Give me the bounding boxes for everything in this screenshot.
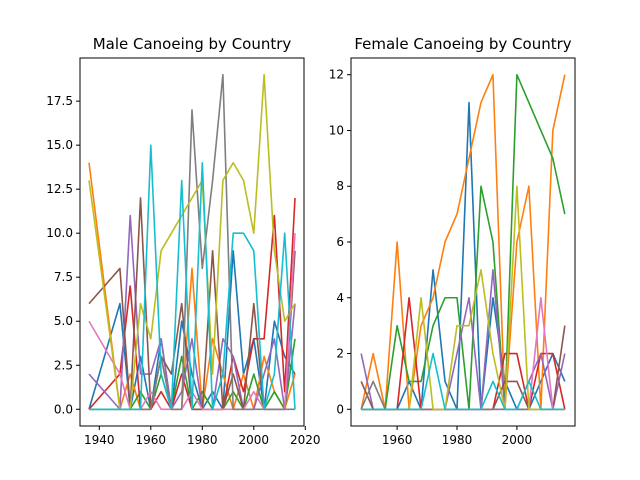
female-series-line-9: [361, 352, 565, 411]
male-y-ticks: 0.0 2.5 5.0 7.5 10.0 12.5 15.0 17.5: [46, 94, 80, 416]
male-y-tick-label: 2.5: [54, 358, 73, 372]
female-y-tick-label: 12: [329, 68, 344, 82]
female-y-tick-label: 6: [336, 235, 344, 249]
female-series-layer: [360, 73, 566, 411]
male-y-tick-label: 17.5: [46, 94, 73, 108]
female-x-tick-label: 1980: [442, 433, 473, 447]
female-x-tick-label: 2000: [502, 433, 533, 447]
male-plot-frame: [79, 57, 305, 427]
female-y-ticks: 0 2 4 6 8 10 12: [329, 68, 351, 416]
male-y-tick-label: 10.0: [46, 226, 73, 240]
female-plot-frame: [350, 57, 576, 427]
male-x-tick-label: 2000: [239, 433, 270, 447]
male-series-line-9: [89, 144, 296, 411]
male-canoeing-chart: Male Canoeing by Country 1940 1960 1980 200…: [46, 35, 320, 447]
female-canoeing-chart: Female Canoeing by Country 1960 1980 2000 …: [329, 35, 576, 447]
female-series-line-1: [360, 73, 566, 411]
male-y-tick-label: 0.0: [54, 402, 73, 416]
female-y-tick-label: 4: [336, 291, 344, 305]
female-y-tick-label: 2: [336, 347, 344, 361]
female-x-tick-label: 1960: [382, 433, 413, 447]
male-x-tick-label: 1980: [187, 433, 218, 447]
male-x-tick-label: 2020: [290, 433, 321, 447]
female-y-tick-label: 10: [329, 123, 344, 137]
male-y-tick-label: 5.0: [54, 314, 73, 328]
male-x-tick-label: 1940: [84, 433, 115, 447]
female-x-ticks: 1960 1980 2000: [382, 426, 532, 447]
female-y-tick-label: 8: [336, 179, 344, 193]
female-y-tick-label: 0: [336, 402, 344, 416]
female-chart-title: Female Canoeing by Country: [354, 35, 571, 53]
male-y-tick-label: 15.0: [46, 138, 73, 152]
female-series-line-2: [361, 73, 566, 411]
male-y-tick-label: 7.5: [54, 270, 73, 284]
male-y-tick-label: 12.5: [46, 182, 73, 196]
male-x-tick-label: 1960: [136, 433, 167, 447]
male-x-ticks: 1940 1960 1980 2000 2020: [84, 426, 321, 447]
male-chart-title: Male Canoeing by Country: [93, 35, 292, 53]
male-series-layer: [88, 73, 296, 411]
